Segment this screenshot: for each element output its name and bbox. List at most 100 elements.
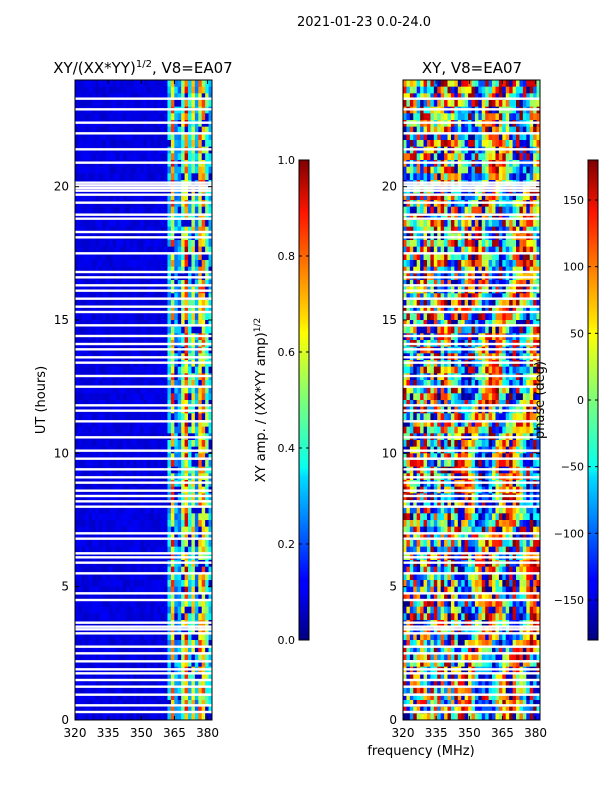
heatmap-cell — [526, 173, 531, 181]
heatmap-cell — [75, 193, 80, 201]
heatmap-cell — [164, 513, 169, 521]
heatmap-cell — [533, 140, 538, 148]
heatmap-cell — [105, 400, 110, 408]
heatmap-cell — [201, 293, 206, 301]
heatmap-cell — [184, 173, 189, 181]
heatmap-cell — [454, 86, 459, 94]
heatmap-cell — [194, 206, 199, 214]
heatmap-cell — [191, 113, 196, 121]
heatmap-cell — [526, 213, 531, 221]
heatmap-cell — [92, 713, 97, 720]
heatmap-cell — [464, 153, 469, 161]
heatmap-cell — [468, 166, 473, 174]
heatmap-cell — [205, 520, 210, 528]
heatmap-cell — [177, 660, 182, 668]
heatmap-cell — [78, 400, 83, 408]
heatmap-cell — [198, 526, 203, 534]
heatmap-cell — [122, 646, 127, 654]
heatmap-cell — [98, 660, 103, 668]
heatmap-cell — [116, 646, 121, 654]
heatmap-cell — [512, 226, 517, 234]
heatmap-cell — [450, 193, 455, 201]
heatmap-cell — [116, 140, 121, 148]
heatmap-cell — [194, 313, 199, 321]
heatmap-cell — [136, 413, 141, 421]
heatmap-cell — [437, 240, 442, 248]
heatmap-cell — [143, 526, 148, 534]
heatmap-cell — [201, 226, 206, 234]
heatmap-cell — [146, 640, 151, 648]
heatmap-cell — [194, 540, 199, 548]
heatmap-cell — [454, 213, 459, 221]
heatmap-cell — [143, 193, 148, 201]
heatmap-cell — [416, 246, 421, 254]
heatmap-cell — [78, 93, 83, 101]
heatmap-cell — [468, 93, 473, 101]
heatmap-cell — [116, 420, 121, 428]
heatmap-cell — [146, 426, 151, 434]
heatmap-cell — [122, 213, 127, 221]
heatmap-cell — [191, 426, 196, 434]
heatmap-cell — [146, 193, 151, 201]
heatmap-cell — [122, 260, 127, 268]
heatmap-cell — [150, 566, 155, 574]
heatmap-cell — [143, 166, 148, 174]
heatmap-cell — [81, 580, 86, 588]
heatmap-cell — [95, 206, 100, 214]
heatmap-cell — [75, 673, 80, 681]
heatmap-cell — [201, 453, 206, 461]
heatmap-cell — [116, 220, 121, 228]
heatmap-cell — [157, 660, 162, 668]
heatmap-cell — [119, 133, 124, 141]
heatmap-cell — [153, 126, 158, 134]
heatmap-cell — [98, 320, 103, 328]
heatmap-cell — [181, 700, 186, 708]
heatmap-cell — [126, 706, 131, 714]
heatmap-cell — [516, 166, 521, 174]
heatmap-cell — [416, 193, 421, 201]
heatmap-cell — [95, 506, 100, 514]
heatmap-cell — [95, 653, 100, 661]
heatmap-cell — [129, 300, 134, 308]
heatmap-cell — [75, 280, 80, 288]
heatmap-cell — [430, 206, 435, 214]
heatmap-cell — [403, 93, 408, 101]
heatmap-cell — [198, 460, 203, 468]
heatmap-cell — [153, 686, 158, 694]
heatmap-cell — [140, 226, 145, 234]
heatmap-cell — [191, 246, 196, 254]
heatmap-cell — [146, 546, 151, 554]
heatmap-cell — [516, 140, 521, 148]
heatmap-cell — [174, 706, 179, 714]
heatmap-cell — [88, 633, 93, 641]
heatmap-cell — [95, 593, 100, 601]
heatmap-cell — [174, 546, 179, 554]
heatmap-cell — [167, 300, 172, 308]
heatmap-cell — [471, 100, 476, 108]
heatmap-cell — [164, 320, 169, 328]
heatmap-cell — [423, 86, 428, 94]
heatmap-cell — [181, 293, 186, 301]
heatmap-cell — [205, 686, 210, 694]
heatmap-cell — [98, 500, 103, 508]
heatmap-cell — [92, 240, 97, 248]
heatmap-cell — [201, 640, 206, 648]
heatmap-cell — [170, 366, 175, 374]
heatmap-cell — [78, 573, 83, 581]
heatmap-cell — [454, 133, 459, 141]
heatmap-cell — [461, 226, 466, 234]
heatmap-cell — [136, 533, 141, 541]
heatmap-cell — [98, 220, 103, 228]
heatmap-cell — [509, 240, 514, 248]
heatmap-cell — [95, 306, 100, 314]
heatmap-cell — [205, 386, 210, 394]
heatmap-cell — [485, 173, 490, 181]
heatmap-cell — [208, 266, 212, 274]
heatmap-cell — [167, 153, 172, 161]
heatmap-cell — [174, 226, 179, 234]
heatmap-cell — [184, 366, 189, 374]
heatmap-cell — [208, 586, 212, 594]
heatmap-cell — [150, 640, 155, 648]
heatmap-cell — [153, 246, 158, 254]
heatmap-cell — [440, 166, 445, 174]
